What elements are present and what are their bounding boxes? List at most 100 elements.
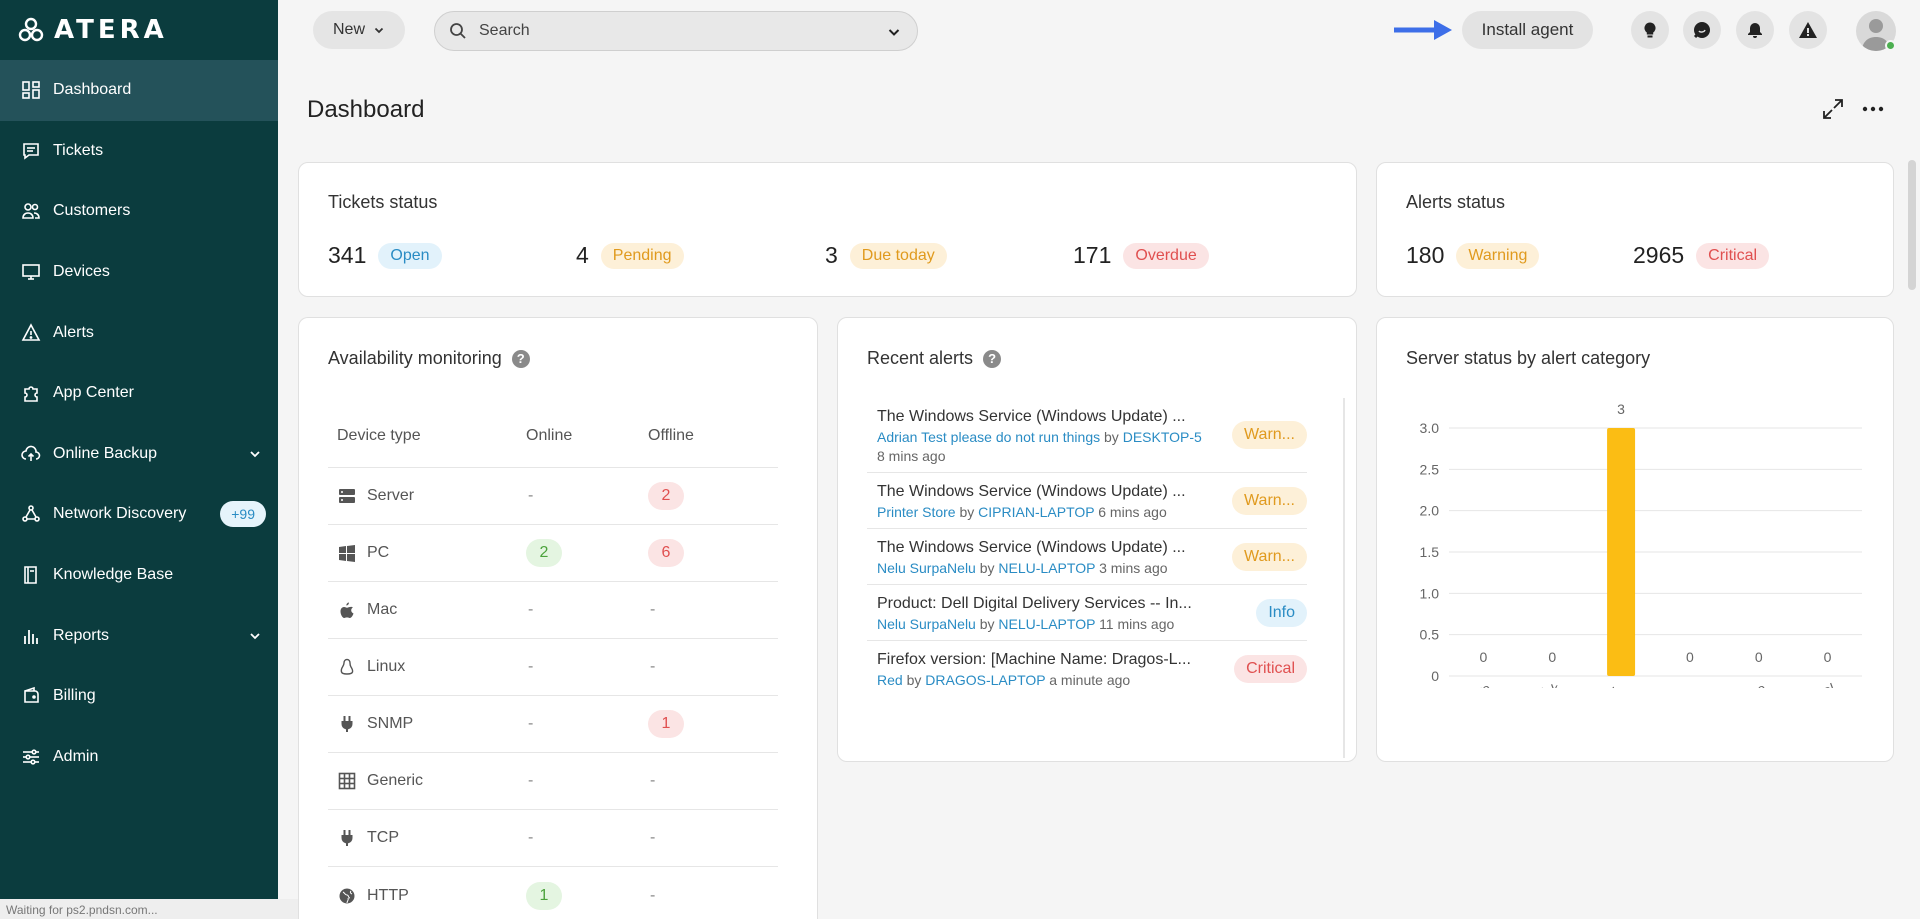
table-row[interactable]: Linux - - (328, 639, 778, 696)
table-row[interactable]: TCP - - (328, 810, 778, 867)
grid-icon (337, 771, 357, 791)
device-type-label: TCP (367, 829, 399, 846)
list-item[interactable]: The Windows Service (Windows Update) ...… (867, 529, 1307, 585)
card-title: Alerts status (1406, 192, 1506, 212)
list-item[interactable]: The Windows Service (Windows Update) ...… (867, 398, 1307, 473)
alert-title[interactable]: The Windows Service (Windows Update) ... (877, 408, 1186, 425)
table-row[interactable]: HTTP 1 - (328, 867, 778, 919)
sidebar-item-label: Reports (53, 626, 110, 644)
windows-icon (337, 543, 357, 563)
sidebar-item-tickets[interactable]: Tickets (0, 121, 278, 182)
user-avatar-icon (1862, 19, 1890, 51)
customer-link[interactable]: Printer Store (877, 504, 956, 520)
alert-title[interactable]: The Windows Service (Windows Update) ... (877, 483, 1186, 500)
sidebar-item-online-backup[interactable]: Online Backup (0, 424, 278, 485)
table-row[interactable]: Generic - - (328, 753, 778, 810)
customer-link[interactable]: Nelu SurpaNelu (877, 560, 976, 576)
list-item[interactable]: Product: Dell Digital Delivery Services … (867, 585, 1307, 641)
sidebar-item-alerts[interactable]: Alerts (0, 302, 278, 363)
alert-title[interactable]: Firefox version: [Machine Name: Dragos-L… (877, 651, 1191, 668)
data-label: 0 (1686, 649, 1694, 665)
sidebar-item-knowledge-base[interactable]: Knowledge Base (0, 545, 278, 606)
column-header: Online (526, 426, 573, 444)
sidebar-item-reports[interactable]: Reports (0, 605, 278, 666)
chevron-down-icon[interactable] (887, 25, 901, 39)
scrollbar[interactable] (1343, 398, 1345, 758)
sidebar-item-admin[interactable]: Admin (0, 727, 278, 788)
sidebar-item-billing[interactable]: Billing (0, 666, 278, 727)
sidebar-item-app-center[interactable]: App Center (0, 363, 278, 424)
lightbulb-icon[interactable] (1631, 11, 1669, 49)
table-row[interactable]: SNMP - 1 (328, 696, 778, 753)
ticket-stat-pending[interactable]: 4 Pending (576, 242, 684, 269)
sidebar-item-network-discovery[interactable]: Network Discovery +99 (0, 484, 278, 545)
alert-stat-warning[interactable]: 180 Warning (1406, 242, 1540, 269)
device-link[interactable]: DESKTOP-5 (1122, 429, 1202, 445)
customer-link[interactable]: Red (877, 672, 903, 688)
online-count: - (528, 829, 534, 846)
warning-icon[interactable] (1789, 11, 1827, 49)
customer-link[interactable]: Nelu SurpaNelu (877, 616, 976, 632)
plug-icon (337, 714, 357, 734)
offline-count[interactable]: 1 (648, 710, 684, 738)
device-type-label: Mac (367, 601, 398, 618)
ticket-stat-due-today[interactable]: 3 Due today (825, 242, 947, 269)
severity-badge: Warn... (1232, 542, 1307, 571)
chevron-down-icon[interactable] (248, 629, 262, 643)
billing-icon (20, 685, 42, 707)
arrow-right-icon (1394, 20, 1452, 40)
page-title: Dashboard (307, 96, 425, 123)
status-badge: Critical (1696, 242, 1770, 269)
alert-title[interactable]: Product: Dell Digital Delivery Services … (877, 595, 1192, 612)
device-link[interactable]: NELU-LAPTOP (998, 616, 1096, 632)
online-count: - (528, 658, 534, 675)
stat-value: 2965 (1633, 242, 1685, 268)
list-item[interactable]: The Windows Service (Windows Update) ...… (867, 473, 1307, 529)
status-badge: Open (378, 242, 442, 269)
bell-icon[interactable] (1736, 11, 1774, 49)
x-tick-label: General (1784, 680, 1836, 688)
chevron-down-icon[interactable] (248, 447, 262, 461)
help-icon[interactable]: ? (983, 349, 1002, 368)
alert-title[interactable]: The Windows Service (Windows Update) ... (877, 539, 1186, 556)
device-link[interactable]: CIPRIAN-LAPTOP (978, 504, 1095, 520)
sidebar-item-devices[interactable]: Devices (0, 242, 278, 303)
column-header: Device type (337, 426, 421, 444)
online-count[interactable]: 2 (526, 539, 562, 567)
alert-meta: Nelu SurpaNelu by NELU-LAPTOP 3 mins ago (877, 560, 1202, 576)
list-item[interactable]: Firefox version: [Machine Name: Dragos-L… (867, 641, 1307, 696)
y-tick-label: 0 (1431, 668, 1439, 684)
device-link[interactable]: NELU-LAPTOP (998, 560, 1096, 576)
chat-icon[interactable] (1683, 11, 1721, 49)
offline-count[interactable]: 6 (648, 539, 684, 567)
table-row[interactable]: Mac - - (328, 582, 778, 639)
alert-stat-critical[interactable]: 2965 Critical (1633, 242, 1770, 269)
table-row[interactable]: Server - 2 (328, 468, 778, 525)
device-type-label: Server (367, 487, 415, 504)
ticket-stat-open[interactable]: 341 Open (328, 242, 442, 269)
table-row[interactable]: PC 2 6 (328, 525, 778, 582)
availability-monitoring-card: Availability monitoring ? Device type On… (298, 317, 818, 919)
brand-logo[interactable]: ATERA (18, 15, 168, 45)
expand-icon[interactable] (1821, 97, 1845, 121)
search-bar[interactable] (434, 11, 918, 51)
device-link[interactable]: DRAGOS-LAPTOP (925, 672, 1046, 688)
online-count[interactable]: 1 (526, 881, 562, 910)
help-icon[interactable]: ? (511, 349, 530, 368)
install-agent-button[interactable]: Install agent (1462, 11, 1593, 49)
sidebar-item-label: Alerts (53, 323, 94, 341)
online-count: - (528, 772, 534, 789)
sidebar-item-dashboard[interactable]: Dashboard (0, 60, 278, 121)
more-options-icon[interactable] (1860, 97, 1886, 121)
customer-link[interactable]: Adrian Test please do not run things (877, 429, 1101, 445)
search-input[interactable] (479, 22, 859, 40)
atera-logo-icon (18, 17, 44, 42)
ticket-stat-overdue[interactable]: 171 Overdue (1073, 242, 1209, 269)
new-button[interactable]: New (313, 11, 405, 49)
offline-count[interactable]: 2 (648, 482, 684, 510)
brand-name: ATERA (54, 15, 168, 45)
sidebar-item-customers[interactable]: Customers (0, 181, 278, 242)
bar[interactable] (1607, 428, 1636, 676)
page-scrollbar[interactable] (1908, 160, 1916, 290)
severity-badge: Critical (1234, 654, 1307, 683)
